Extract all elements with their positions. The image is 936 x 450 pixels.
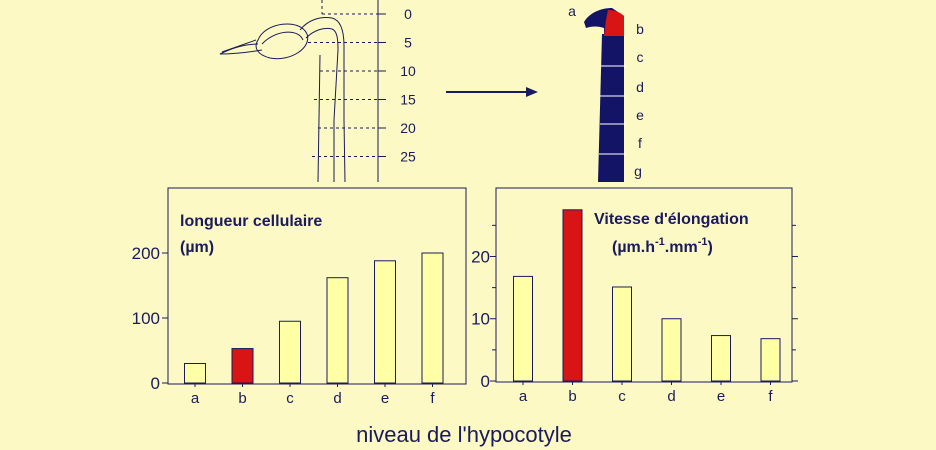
bars [184, 252, 444, 384]
scale-tick-label: 5 [404, 35, 412, 51]
x-tick-label: d [667, 388, 675, 405]
bar-c [279, 320, 301, 384]
chart-elongation-rate: Vitesse d'élongation (µm.h-1.mm-1) 01020… [471, 187, 798, 405]
x-tick-label: e [717, 388, 725, 405]
x-tick-label: a [519, 388, 528, 405]
unit-part: ) [707, 239, 712, 256]
y-axis: 0 100 200 [132, 244, 168, 393]
scale-tick-label: 10 [400, 63, 416, 79]
chart-title: longueur cellulaire [180, 213, 322, 230]
chart-cell-length: longueur cellulaire (µm) 0 100 200 a b c d e f [132, 187, 467, 407]
unit-exponent: -1 [655, 236, 665, 248]
chart-title: Vitesse d'élongation [594, 211, 749, 228]
position-scale: 0 5 10 15 20 25 [308, 0, 416, 165]
scale-tick-label: 20 [400, 120, 416, 136]
chart-frame [167, 187, 467, 385]
x-tick-label: b [238, 390, 246, 407]
seedling-drawing [219, 0, 379, 183]
bar-f [421, 252, 444, 384]
y-tick-label: 200 [132, 244, 160, 263]
bar-e [374, 260, 396, 384]
unit-part: (µm.h [612, 239, 655, 256]
hypocotyl-zones-drawing [584, 8, 626, 182]
x-tick-label: f [430, 390, 435, 407]
scale-tick-label: 15 [400, 92, 416, 108]
zone-label: d [636, 79, 644, 95]
y-tick-label: 100 [132, 309, 160, 328]
x-tick-label: b [568, 388, 576, 405]
x-tick-label: f [768, 388, 773, 405]
bar-d [661, 318, 682, 382]
zone-label: b [636, 21, 644, 37]
chart-frame [495, 187, 793, 383]
y-tick-label: 20 [471, 247, 490, 266]
x-tick-label: c [618, 388, 626, 405]
y-axis: 0 10 20 [471, 224, 798, 391]
y-tick-label: 0 [151, 374, 160, 393]
zone-label: c [637, 49, 644, 65]
x-tick-label: e [381, 390, 389, 407]
arrow-icon [446, 87, 538, 97]
bar-c [612, 286, 632, 382]
x-tick-label: a [191, 390, 200, 407]
bar-b [231, 348, 254, 384]
bar-a [184, 363, 206, 384]
bar-f [760, 338, 781, 382]
x-tick-label: d [333, 390, 341, 407]
x-axis-label: niveau de l'hypocotyle [356, 422, 572, 447]
unit-exponent: -1 [698, 236, 708, 248]
scale-tick-label: 0 [404, 6, 412, 22]
unit-part: .mm [665, 239, 698, 256]
zone-label: f [638, 135, 642, 151]
bar-d [326, 277, 349, 384]
y-tick-label: 0 [481, 372, 490, 391]
chart-unit: (µm) [180, 239, 214, 256]
bar-e [711, 335, 731, 382]
x-axis: a b c d e f [519, 381, 773, 405]
zone-label: e [636, 107, 644, 123]
scale-tick-label: 25 [400, 149, 416, 165]
zone-label: g [634, 163, 642, 179]
x-axis: a b c d e f [191, 383, 435, 407]
bar-b [562, 209, 583, 382]
y-tick-label: 10 [471, 310, 490, 329]
x-tick-label: c [286, 390, 294, 407]
bar-a [513, 275, 533, 382]
zone-label: a [568, 3, 576, 19]
chart-unit: (µm.h-1.mm-1) [612, 236, 713, 256]
bars [513, 209, 781, 382]
